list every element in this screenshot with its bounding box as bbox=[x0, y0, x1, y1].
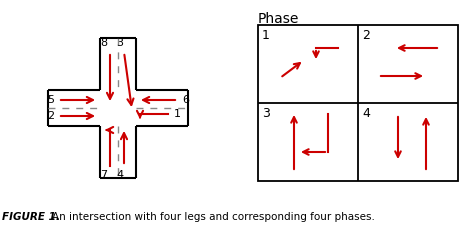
Text: 8: 8 bbox=[100, 38, 108, 48]
Text: 6: 6 bbox=[182, 95, 189, 105]
Text: An intersection with four legs and corresponding four phases.: An intersection with four legs and corre… bbox=[52, 212, 375, 222]
Text: 3: 3 bbox=[262, 107, 270, 120]
Text: 2: 2 bbox=[362, 29, 370, 42]
Text: 2: 2 bbox=[47, 111, 54, 121]
Text: 7: 7 bbox=[100, 170, 108, 180]
Text: 1: 1 bbox=[174, 109, 181, 119]
Bar bbox=[258, 25, 458, 181]
Text: 4: 4 bbox=[362, 107, 370, 120]
Text: 1: 1 bbox=[262, 29, 270, 42]
Text: 4: 4 bbox=[117, 170, 124, 180]
Text: 5: 5 bbox=[47, 95, 54, 105]
Text: Phase: Phase bbox=[258, 12, 300, 26]
Text: 3: 3 bbox=[117, 38, 124, 48]
Text: FIGURE 1.: FIGURE 1. bbox=[2, 212, 60, 222]
